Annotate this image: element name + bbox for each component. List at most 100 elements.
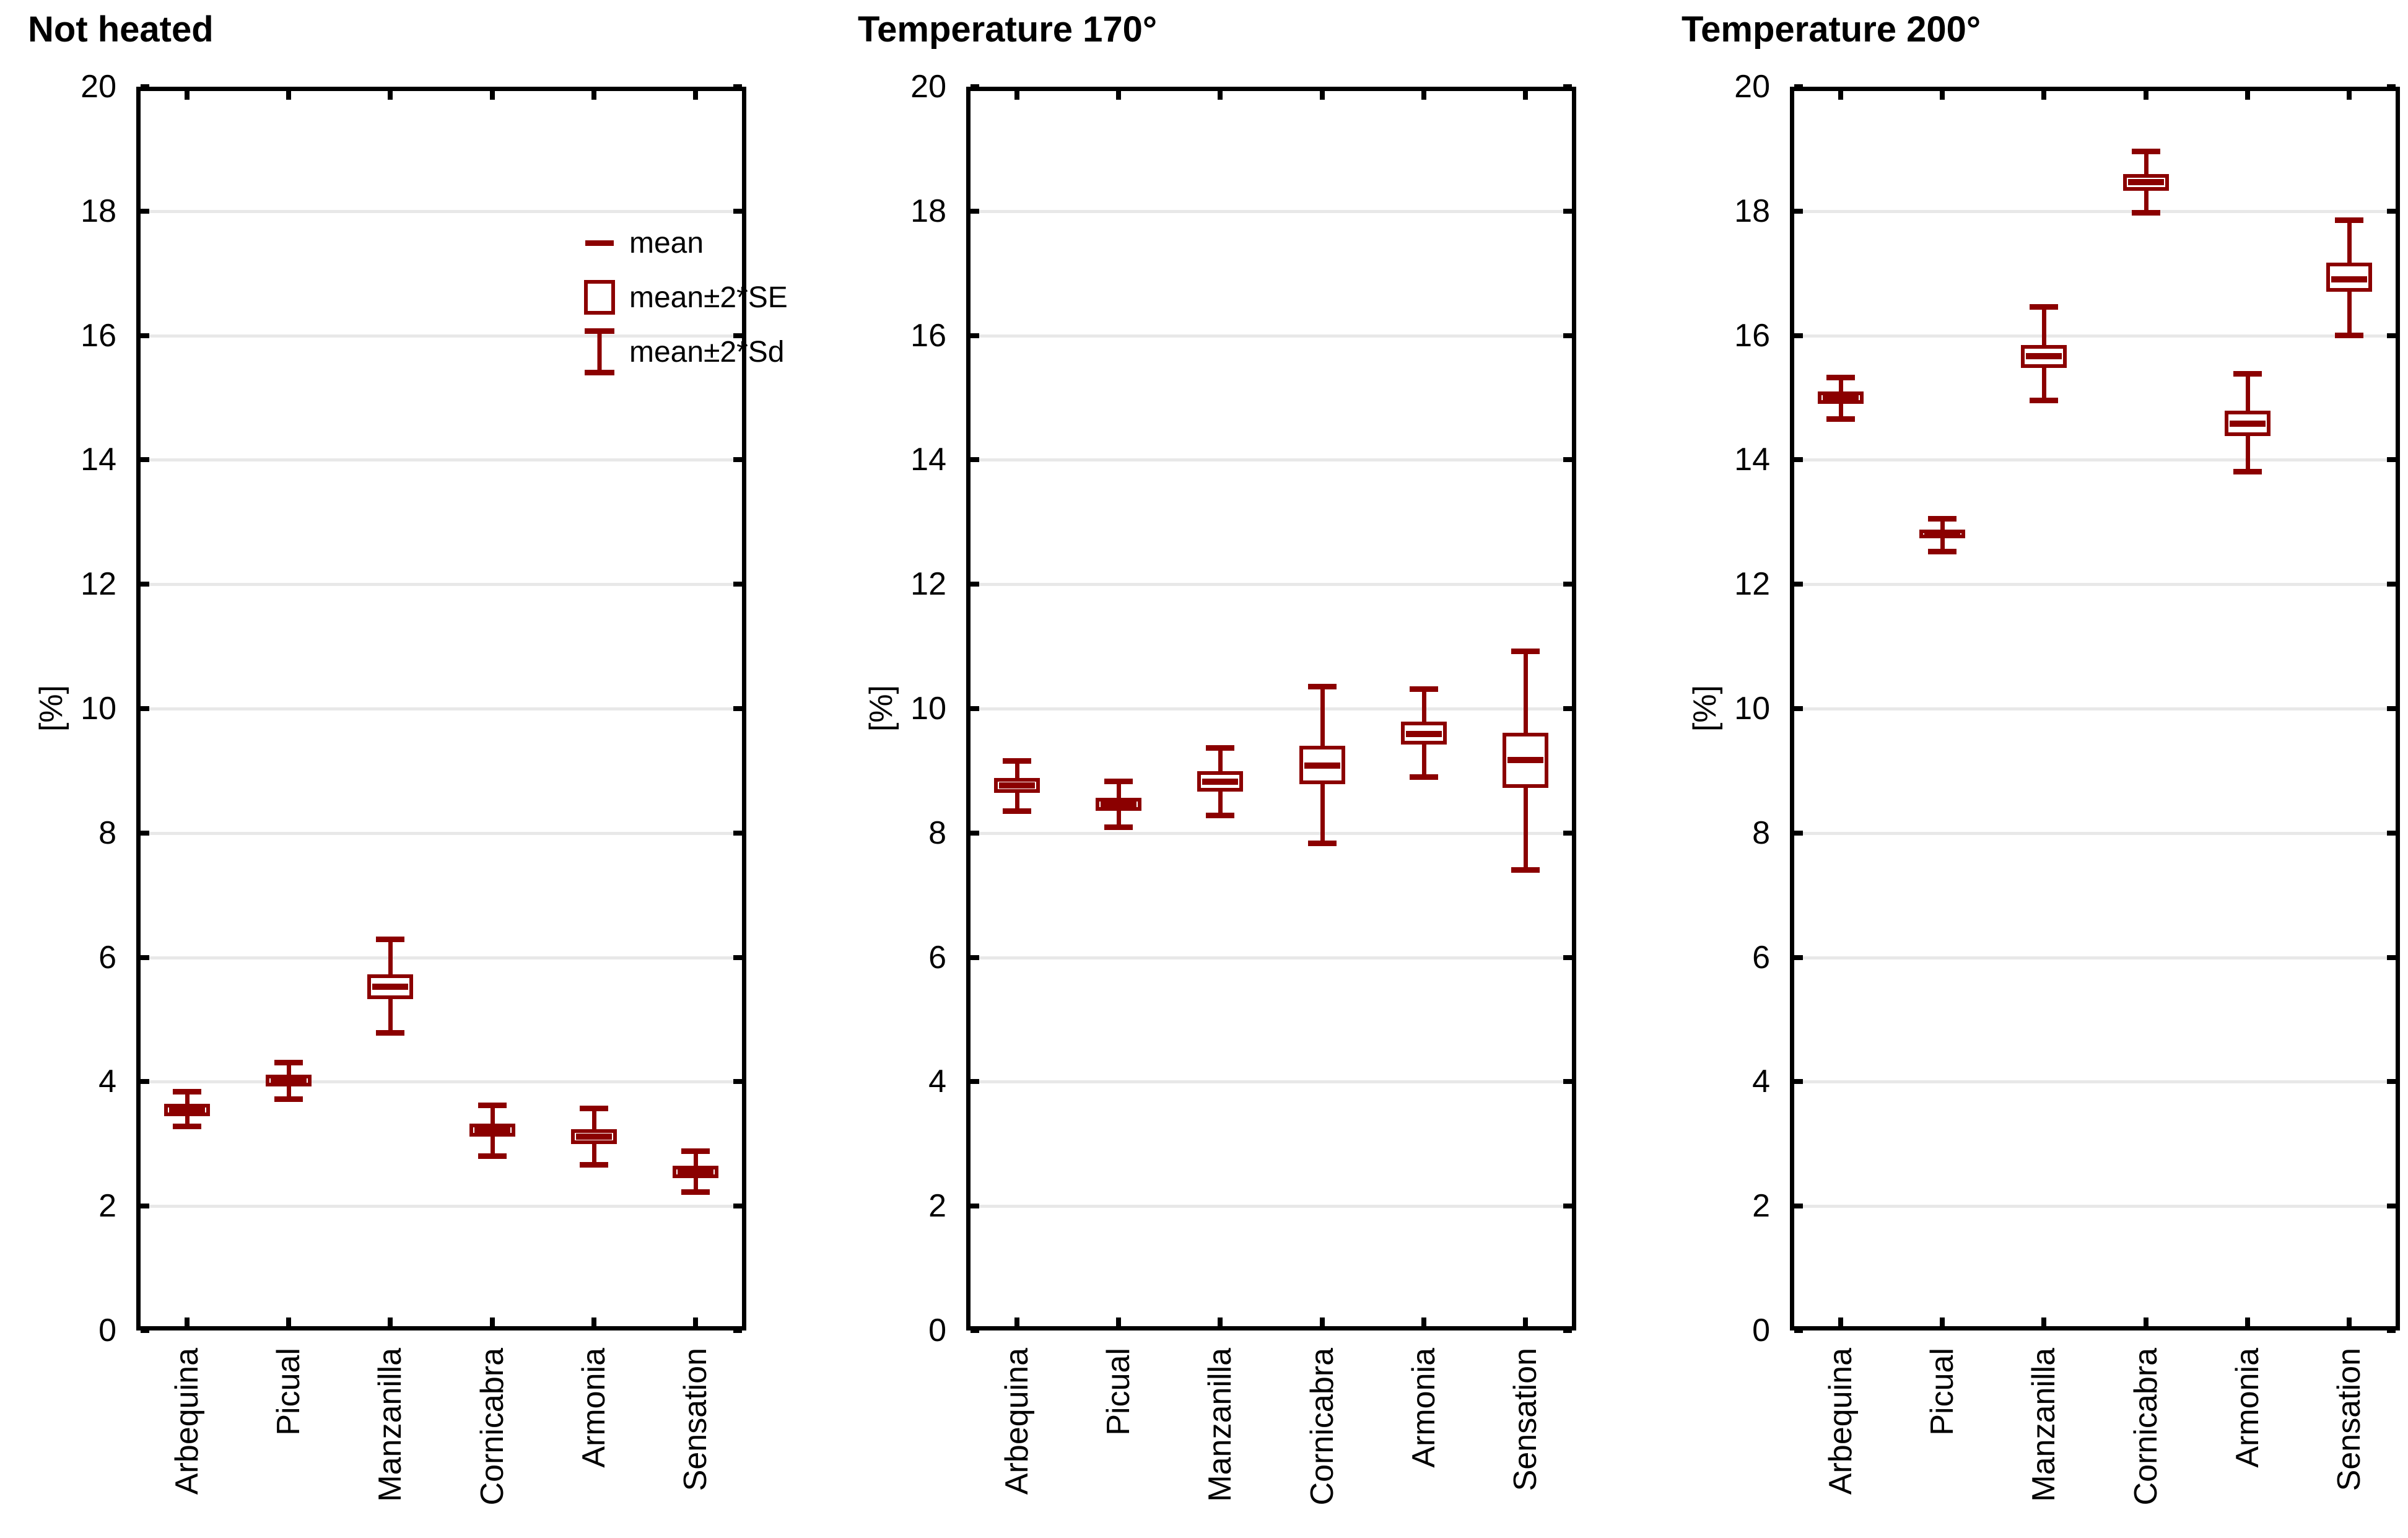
legend-label: mean±2*Sd [629, 335, 785, 369]
mean-line [1507, 757, 1543, 764]
panel-title: Temperature 200° [1682, 9, 1981, 50]
y-tick-label-16: 16 [1734, 317, 1770, 354]
plot-area-temperature-170: Arbequina Picual Manzanilla Cornicabra Armon… [966, 84, 1576, 1505]
gridline-2 [136, 1205, 746, 1208]
mean-line [1924, 531, 1961, 538]
whisker-cap-bottom [1928, 548, 1957, 554]
y-tick-label-6: 6 [98, 939, 116, 976]
y-tick-right-4 [1563, 1079, 1572, 1085]
y-tick-left-12 [971, 582, 979, 587]
whisker-cap-top [681, 1148, 710, 1154]
y-tick-label-10: 10 [81, 691, 116, 727]
y-tick-left-6 [141, 955, 149, 960]
y-tick-label-8: 8 [928, 815, 946, 851]
whisker-cap-bottom [1307, 840, 1337, 846]
y-tick-right-12 [733, 582, 742, 587]
x-tick-top-manzanilla [388, 91, 393, 100]
whisker-cap-top [274, 1060, 303, 1066]
y-tick-left-14 [141, 457, 149, 463]
y-tick-right-18 [1563, 208, 1572, 214]
y-tick-label-10: 10 [910, 691, 946, 727]
y-tick-left-0 [971, 1328, 979, 1333]
whisker-cap-top [1104, 779, 1133, 785]
y-tick-right-10 [733, 706, 742, 711]
panel-title: Temperature 170° [858, 9, 1158, 50]
y-tick-label-10: 10 [1734, 691, 1770, 727]
gridline-8 [1790, 831, 2400, 835]
category-label-arbequina: Arbequina [1823, 1348, 1859, 1495]
whisker-cap-top [2233, 370, 2262, 377]
y-tick-right-20 [1563, 84, 1572, 89]
y-tick-right-14 [1563, 457, 1572, 463]
mean-line [677, 1168, 713, 1175]
x-tick-bottom-manzanilla [1218, 1317, 1223, 1326]
x-tick-bottom-sensation [692, 1317, 698, 1326]
y-tick-left-8 [141, 830, 149, 836]
y-tick-label-2: 2 [98, 1188, 116, 1225]
x-tick-bottom-cornicabra [489, 1317, 495, 1326]
y-tick-left-2 [971, 1204, 979, 1209]
y-tick-left-10 [971, 706, 979, 711]
category-label-armonia: Armonia [2229, 1348, 2266, 1468]
category-label-arbequina: Arbequina [169, 1348, 206, 1495]
whisker-cap-bottom [2334, 332, 2363, 338]
category-label-manzanilla: Manzanilla [1202, 1348, 1239, 1502]
y-tick-left-8 [971, 830, 979, 836]
mean-line [372, 983, 409, 990]
category-label-sensation: Sensation [677, 1348, 713, 1492]
y-tick-label-12: 12 [910, 566, 946, 603]
gridline-2 [1790, 1205, 2400, 1208]
category-label-arbequina: Arbequina [999, 1348, 1036, 1495]
whisker-cap-bottom [1003, 808, 1032, 814]
y-tick-left-4 [971, 1079, 979, 1085]
whisker-cap-bottom [579, 1161, 608, 1168]
mean-line [1304, 762, 1340, 769]
y-tick-label-18: 18 [81, 193, 116, 229]
legend-label: mean±2*SE [629, 281, 788, 314]
y-tick-right-2 [733, 1204, 742, 1209]
y-tick-left-10 [141, 706, 149, 711]
gridline-18 [966, 209, 1576, 213]
y-tick-left-4 [1794, 1079, 1803, 1085]
y-tick-left-16 [1794, 333, 1803, 338]
gridline-10 [136, 707, 746, 710]
y-tick-left-20 [141, 84, 149, 89]
y-tick-label-12: 12 [81, 566, 116, 603]
mean-line [2229, 421, 2266, 427]
x-tick-bottom-armonia [591, 1317, 596, 1326]
y-tick-right-12 [2387, 582, 2396, 587]
panel-title: Not heated [28, 9, 214, 50]
gridline-2 [966, 1205, 1576, 1208]
x-tick-bottom-armonia [1421, 1317, 1426, 1326]
y-tick-label-12: 12 [1734, 566, 1770, 603]
y-tick-label-6: 6 [1752, 939, 1770, 976]
y-tick-right-18 [733, 208, 742, 214]
gridline-18 [136, 209, 746, 213]
whisker-cap-bottom [478, 1153, 507, 1159]
y-tick-left-6 [1794, 955, 1803, 960]
whisker-cap-bottom [2233, 469, 2262, 475]
gridline-12 [1790, 583, 2400, 587]
gridline-18 [1790, 209, 2400, 213]
x-tick-top-arbequina [1014, 91, 1020, 100]
y-tick-left-6 [971, 955, 979, 960]
y-tick-right-0 [733, 1328, 742, 1333]
y-tick-label-20: 20 [910, 69, 946, 105]
legend: mean mean±2*SE mean±2*Sd [580, 216, 788, 379]
y-tick-right-14 [2387, 457, 2396, 463]
category-label-manzanilla: Manzanilla [2026, 1348, 2062, 1502]
gridline-4 [136, 1080, 746, 1084]
gridline-16 [966, 334, 1576, 338]
whisker-cap-bottom [274, 1096, 303, 1102]
y-tick-left-14 [971, 457, 979, 463]
whisker-cap-top [1511, 648, 1540, 654]
x-tick-bottom-picual [286, 1317, 292, 1326]
y-tick-right-6 [2387, 955, 2396, 960]
gridline-10 [1790, 707, 2400, 710]
gridline-8 [136, 831, 746, 835]
whisker-cap-bottom [1511, 867, 1540, 873]
x-tick-bottom-manzanilla [2041, 1317, 2047, 1326]
whisker-cap-top [1206, 745, 1235, 751]
y-tick-right-6 [733, 955, 742, 960]
category-label-armonia: Armonia [1405, 1348, 1442, 1468]
